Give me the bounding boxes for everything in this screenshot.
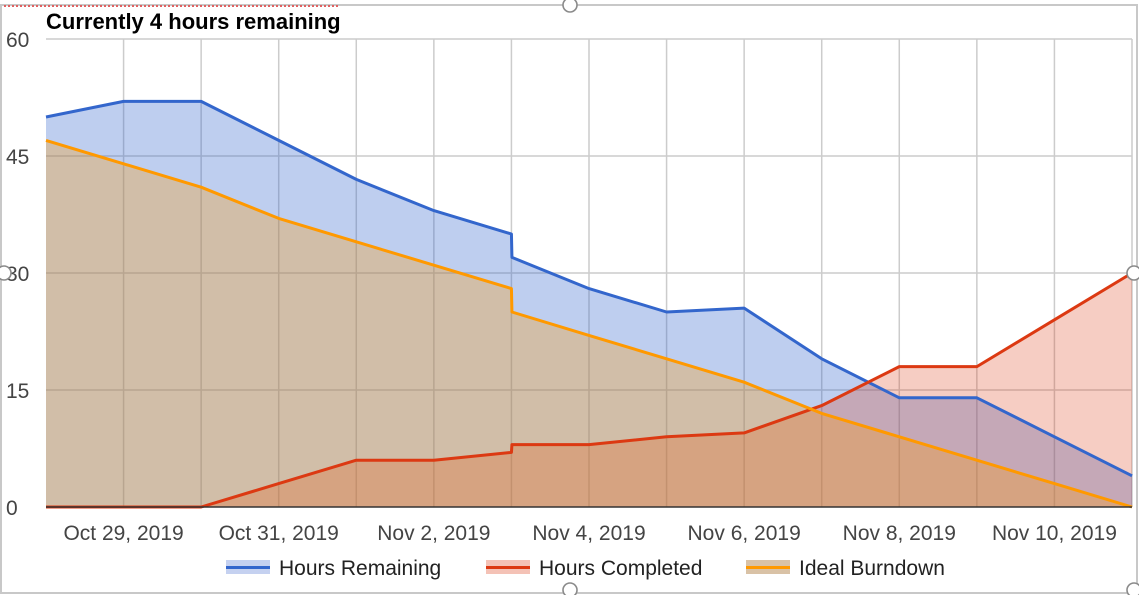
grid-layer <box>46 38 1133 507</box>
line-layer <box>45 99 1133 509</box>
chart-title: Currently 4 hours remaining <box>46 9 341 34</box>
x-tick-label: Oct 31, 2019 <box>219 522 339 545</box>
x-tick-label: Nov 6, 2019 <box>688 522 801 545</box>
resize-handle[interactable] <box>0 265 12 281</box>
y-tick-label: 0 <box>6 497 18 520</box>
y-tick-label: 60 <box>6 29 29 52</box>
resize-handle[interactable] <box>562 582 578 595</box>
resize-handle[interactable] <box>562 0 578 13</box>
y-tick-label: 45 <box>6 146 29 169</box>
y-tick-label: 30 <box>6 263 29 286</box>
line-ideal-burndown <box>45 138 1133 509</box>
area-hours-completed <box>46 273 1132 507</box>
axis-layer: 0 15 30 45 60 Oct 29, 2019 Oct 31, 2019 Nov 2, … <box>6 29 1132 545</box>
legend-label: Hours Completed <box>539 557 702 580</box>
legend-swatch-line <box>226 566 270 569</box>
legend: Hours Remaining Hours Completed Ideal Burn… <box>226 557 945 580</box>
area-layer <box>46 101 1132 508</box>
resize-handle[interactable] <box>1126 582 1139 595</box>
legend-label: Hours Remaining <box>279 557 441 580</box>
area-hours-remaining <box>46 101 1132 508</box>
legend-swatch-line <box>746 566 790 569</box>
x-tick-label: Oct 29, 2019 <box>63 522 183 545</box>
y-tick-label: 15 <box>6 380 29 403</box>
line-hours-completed <box>46 271 1133 509</box>
legend-label: Ideal Burndown <box>799 557 945 580</box>
x-tick-label: Nov 10, 2019 <box>992 522 1117 545</box>
line-hours-remaining <box>45 99 1133 478</box>
area-ideal-burndown <box>46 140 1132 507</box>
legend-swatch-line <box>486 566 530 569</box>
x-tick-label: Nov 2, 2019 <box>377 522 490 545</box>
resize-handle[interactable] <box>1126 265 1139 281</box>
x-tick-label: Nov 8, 2019 <box>843 522 956 545</box>
x-tick-label: Nov 4, 2019 <box>532 522 645 545</box>
